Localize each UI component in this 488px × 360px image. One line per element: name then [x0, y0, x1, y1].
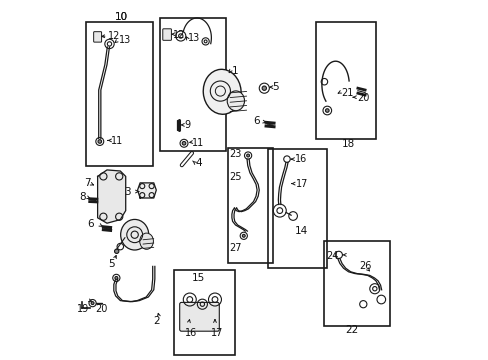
- Text: 20: 20: [95, 304, 107, 314]
- Text: 14: 14: [294, 226, 307, 236]
- Text: 12: 12: [108, 31, 121, 41]
- Bar: [323, 241, 389, 326]
- Text: 21: 21: [341, 87, 353, 98]
- Text: 23: 23: [229, 149, 241, 159]
- Text: 16: 16: [294, 154, 306, 165]
- Text: 18: 18: [341, 139, 354, 149]
- Circle shape: [98, 140, 102, 143]
- Circle shape: [182, 141, 185, 145]
- Text: 8: 8: [80, 192, 86, 202]
- Circle shape: [325, 109, 328, 112]
- Text: 11: 11: [192, 138, 204, 148]
- Circle shape: [114, 249, 119, 253]
- Bar: [228, 148, 273, 263]
- Text: 24: 24: [326, 251, 338, 261]
- Bar: [86, 22, 152, 166]
- Text: 6: 6: [253, 116, 260, 126]
- Bar: [160, 18, 226, 151]
- Text: 13: 13: [118, 35, 130, 45]
- Text: 12: 12: [173, 30, 185, 40]
- Circle shape: [115, 276, 118, 279]
- Text: 13: 13: [187, 33, 200, 43]
- Ellipse shape: [140, 233, 153, 249]
- FancyBboxPatch shape: [163, 29, 171, 40]
- Text: 16: 16: [184, 328, 197, 338]
- Text: 17: 17: [211, 328, 224, 338]
- Text: 1: 1: [231, 66, 238, 76]
- Text: 9: 9: [183, 120, 190, 130]
- Text: 22: 22: [345, 325, 358, 336]
- Text: 20: 20: [356, 93, 368, 103]
- Text: 17: 17: [295, 179, 307, 189]
- Ellipse shape: [203, 69, 241, 114]
- Text: 27: 27: [229, 243, 242, 253]
- Bar: [174, 270, 235, 355]
- Text: 10: 10: [115, 12, 128, 22]
- Text: 3: 3: [123, 186, 130, 197]
- Text: 10: 10: [115, 12, 128, 22]
- FancyBboxPatch shape: [94, 32, 102, 42]
- Text: 15: 15: [192, 273, 205, 283]
- Text: 25: 25: [229, 172, 242, 182]
- Bar: [267, 149, 326, 268]
- Text: 5: 5: [108, 258, 115, 269]
- Ellipse shape: [121, 220, 148, 250]
- FancyBboxPatch shape: [179, 302, 219, 331]
- Circle shape: [91, 302, 94, 305]
- Bar: [316, 22, 375, 139]
- Text: 26: 26: [358, 261, 370, 271]
- Text: 2: 2: [153, 316, 159, 326]
- Text: 6: 6: [87, 219, 94, 229]
- Text: 19: 19: [77, 304, 89, 314]
- Text: 4: 4: [195, 158, 202, 168]
- Circle shape: [246, 154, 249, 157]
- Polygon shape: [137, 183, 156, 198]
- Text: 7: 7: [84, 178, 91, 188]
- Circle shape: [242, 234, 244, 237]
- Text: 5: 5: [271, 82, 278, 93]
- Text: 11: 11: [111, 136, 123, 146]
- Polygon shape: [98, 170, 125, 223]
- Circle shape: [262, 86, 266, 90]
- Ellipse shape: [227, 91, 244, 111]
